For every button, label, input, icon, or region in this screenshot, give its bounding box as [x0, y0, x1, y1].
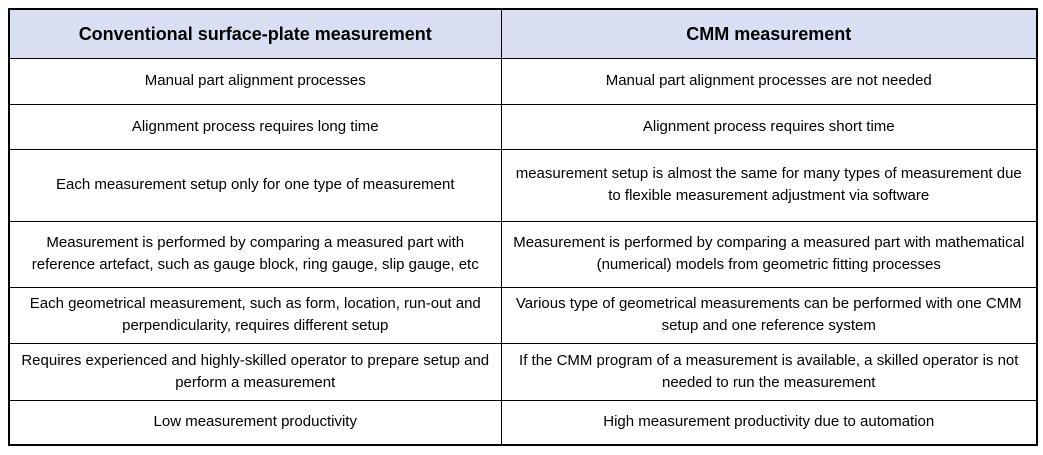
cell-conventional: Measurement is performed by comparing a …: [8, 220, 502, 288]
cell-conventional: Manual part alignment processes: [8, 57, 502, 105]
comparison-table: Conventional surface-plate measurement C…: [8, 8, 1038, 446]
cell-conventional: Each geometrical measurement, such as fo…: [8, 286, 502, 344]
column-header-conventional: Conventional surface-plate measurement: [8, 8, 502, 59]
table-row: Low measurement productivity High measur…: [8, 399, 1038, 446]
header-row: Conventional surface-plate measurement C…: [8, 8, 1038, 59]
cell-cmm: measurement setup is almost the same for…: [500, 148, 1038, 222]
cell-conventional: Low measurement productivity: [8, 399, 502, 446]
table-row: Each measurement setup only for one type…: [8, 148, 1038, 222]
cell-cmm: Measurement is performed by comparing a …: [500, 220, 1038, 288]
table-row: Manual part alignment processes Manual p…: [8, 57, 1038, 105]
cell-cmm: Manual part alignment processes are not …: [500, 57, 1038, 105]
cell-conventional: Requires experienced and highly-skilled …: [8, 342, 502, 401]
cell-conventional: Each measurement setup only for one type…: [8, 148, 502, 222]
cell-cmm: If the CMM program of a measurement is a…: [500, 342, 1038, 401]
column-header-cmm: CMM measurement: [500, 8, 1038, 59]
table-row: Alignment process requires long time Ali…: [8, 103, 1038, 150]
cell-cmm: High measurement productivity due to aut…: [500, 399, 1038, 446]
cell-cmm: Various type of geometrical measurements…: [500, 286, 1038, 344]
cell-conventional: Alignment process requires long time: [8, 103, 502, 150]
cell-cmm: Alignment process requires short time: [500, 103, 1038, 150]
table-row: Requires experienced and highly-skilled …: [8, 342, 1038, 401]
table-row: Measurement is performed by comparing a …: [8, 220, 1038, 288]
table-row: Each geometrical measurement, such as fo…: [8, 286, 1038, 344]
